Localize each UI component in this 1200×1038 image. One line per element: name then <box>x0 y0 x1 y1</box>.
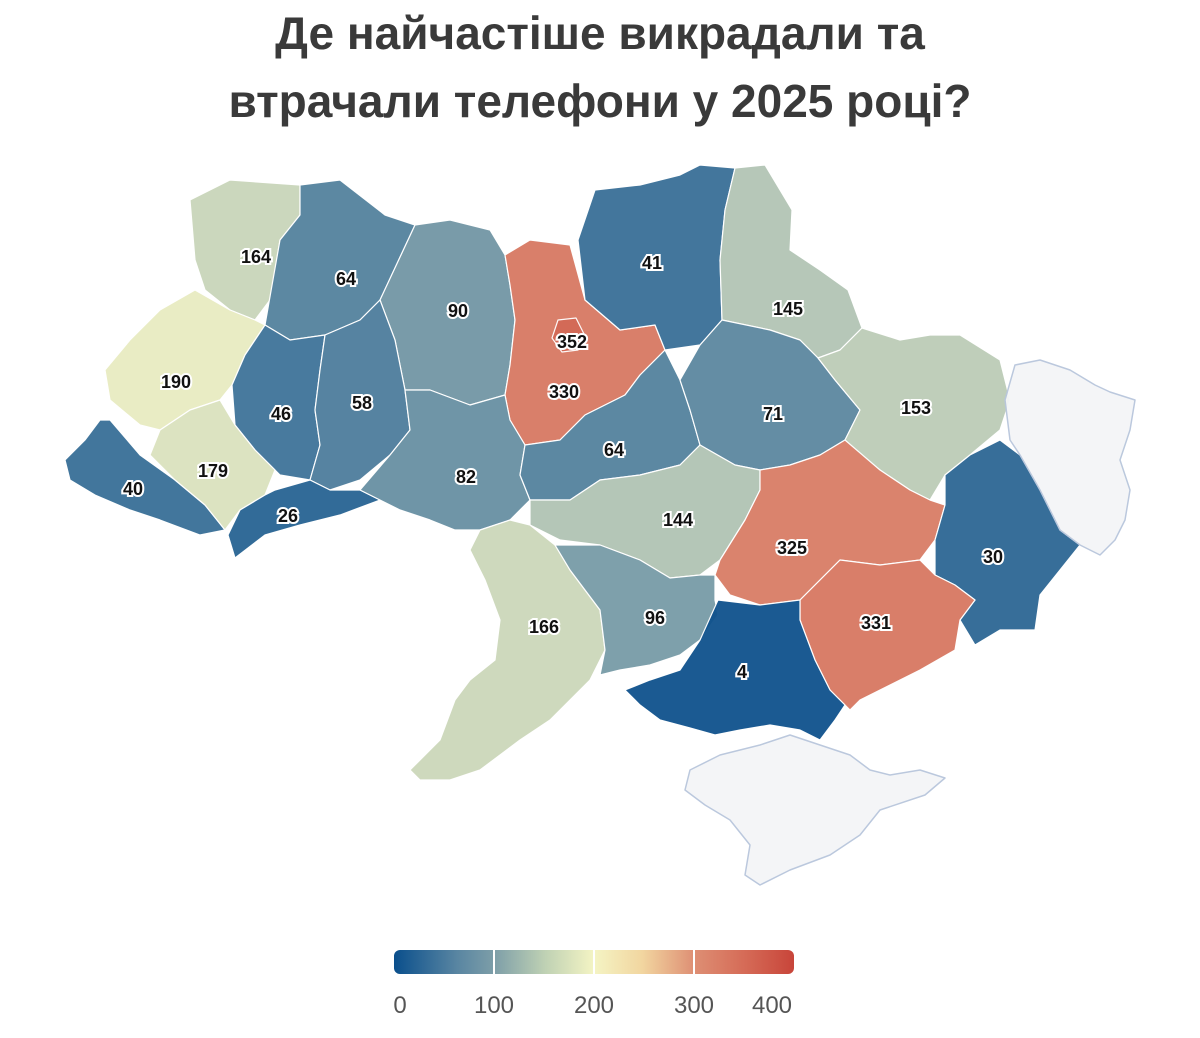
value-label-vinnytsia: 82 <box>456 467 476 487</box>
region-crimea <box>684 734 946 886</box>
legend-tick-200 <box>593 950 595 974</box>
region-khmelnytskyi <box>309 299 411 491</box>
value-label-rivne: 64 <box>336 269 356 289</box>
legend-label-300: 300 <box>673 992 715 1019</box>
value-label-dnipropetrovsk: 325 <box>777 538 807 558</box>
value-label-odesa: 166 <box>529 617 559 637</box>
value-label-ivano-frankivsk: 179 <box>198 461 228 481</box>
value-label-khmelnytskyi: 58 <box>352 393 372 413</box>
title-line-1: Де найчастіше викрадали та <box>275 7 925 59</box>
region-luhansk <box>1004 359 1136 556</box>
legend-tick-100 <box>493 950 495 974</box>
value-label-mykolaiv: 96 <box>645 608 665 628</box>
color-legend: 0 100 200 300 400 <box>393 950 794 1019</box>
legend-label-100: 100 <box>473 992 515 1019</box>
legend-tick-300 <box>693 950 695 974</box>
value-label-kherson: 4 <box>737 662 747 682</box>
region-kherson <box>624 599 846 741</box>
value-label-chernihiv: 41 <box>642 253 662 273</box>
value-label-kharkiv: 153 <box>901 398 931 418</box>
value-label-poltava: 71 <box>763 404 783 424</box>
legend-label-0: 0 <box>393 992 407 1019</box>
value-label-sumy: 145 <box>773 299 803 319</box>
value-label-zhytomyr: 90 <box>448 301 468 321</box>
value-label-zaporizhzhia: 331 <box>861 613 891 633</box>
value-label-volyn: 164 <box>241 247 271 267</box>
value-label-kyiv-city: 352 <box>557 332 587 352</box>
title-line-2: втрачали телефони у 2025 році? <box>228 75 972 127</box>
region-kyiv-city <box>551 317 585 353</box>
value-label-zakarpattia: 40 <box>123 479 143 499</box>
value-label-cherkasy: 64 <box>604 440 624 460</box>
value-label-donetsk: 30 <box>983 547 1003 567</box>
value-label-chernivtsi: 26 <box>278 506 298 526</box>
legend-label-200: 200 <box>573 992 615 1019</box>
value-label-ternopil: 46 <box>271 404 291 424</box>
value-label-kirovohrad: 144 <box>663 510 693 530</box>
value-label-lviv: 190 <box>161 372 191 392</box>
legend-label-400: 400 <box>751 992 793 1019</box>
value-label-kyiv-oblast: 330 <box>549 382 579 402</box>
